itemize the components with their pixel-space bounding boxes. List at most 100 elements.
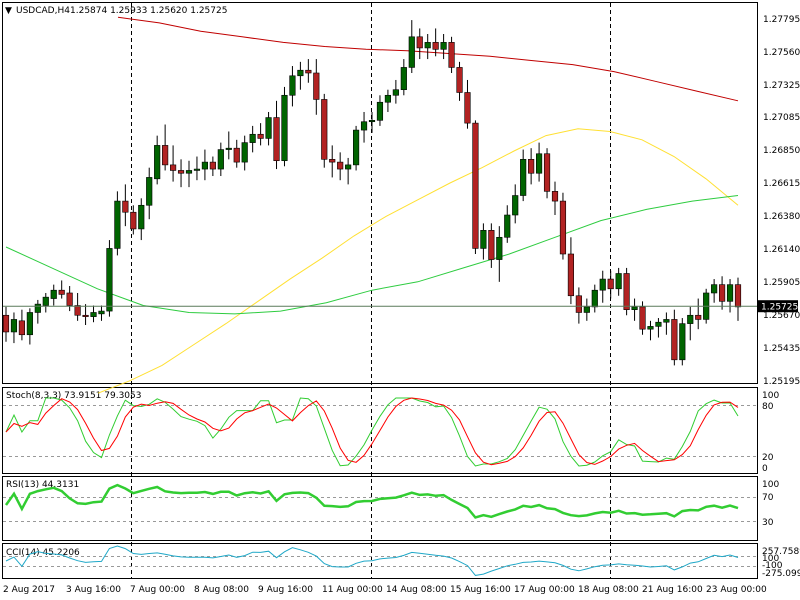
candle-body bbox=[400, 67, 407, 91]
candle-body bbox=[528, 159, 535, 174]
candle-body bbox=[520, 159, 527, 196]
candle-body bbox=[162, 145, 169, 166]
candle-body bbox=[249, 133, 256, 143]
rsi-tick: 30 bbox=[762, 518, 774, 528]
candle-body bbox=[631, 306, 638, 310]
candle-body bbox=[329, 159, 336, 163]
candle-body bbox=[90, 312, 97, 317]
time-tick: 18 Aug 08:00 bbox=[578, 585, 639, 595]
stoch-signal-line bbox=[5, 397, 739, 466]
candle-body bbox=[130, 211, 137, 230]
candle-body bbox=[726, 284, 734, 302]
stoch-label: Stoch(8,3,3) 73.9151 79.3053 bbox=[6, 391, 141, 401]
candle-body bbox=[695, 314, 702, 320]
candle-body bbox=[615, 273, 622, 290]
candle-body bbox=[607, 278, 614, 290]
candle-body bbox=[66, 292, 73, 306]
moving-average-yellow bbox=[97, 128, 739, 394]
time-tick: 3 Aug 16:00 bbox=[66, 585, 121, 595]
candle-body bbox=[82, 314, 89, 317]
stoch-tick: 100 bbox=[762, 391, 779, 401]
candle-body bbox=[734, 284, 742, 308]
price-tick: 1.25195 bbox=[763, 377, 800, 387]
stoch-main-line bbox=[5, 397, 739, 467]
candle-body bbox=[257, 133, 264, 139]
candle-body bbox=[337, 161, 344, 170]
candle-body bbox=[711, 284, 718, 294]
candle-body bbox=[265, 117, 272, 139]
time-tick: 11 Aug 00:00 bbox=[322, 585, 383, 595]
time-axis: 2 Aug 2017 3 Aug 16:00 7 Aug 00:00 8 Aug… bbox=[3, 585, 767, 595]
candle-body bbox=[2, 314, 10, 333]
candle-body bbox=[376, 101, 384, 121]
candle-body bbox=[464, 92, 471, 124]
candle-body bbox=[10, 319, 18, 333]
symbol-dropdown-icon[interactable]: ▼ bbox=[5, 6, 12, 16]
time-tick: 8 Aug 08:00 bbox=[194, 585, 249, 595]
candle-body bbox=[512, 195, 519, 216]
stoch-tick: 80 bbox=[762, 402, 774, 412]
time-tick: 14 Aug 08:00 bbox=[386, 585, 447, 595]
time-tick: 7 Aug 00:00 bbox=[130, 585, 185, 595]
candle-body bbox=[146, 177, 153, 206]
price-tick: 1.27560 bbox=[763, 48, 800, 58]
candle-body bbox=[34, 303, 41, 313]
time-tick: 21 Aug 16:00 bbox=[642, 585, 703, 595]
time-tick: 17 Aug 00:00 bbox=[514, 585, 575, 595]
cci-tick: -100 bbox=[762, 561, 783, 571]
candle-body bbox=[297, 69, 304, 77]
candle-body bbox=[201, 161, 208, 170]
candle-body bbox=[193, 168, 201, 171]
time-tick: 15 Aug 16:00 bbox=[450, 585, 511, 595]
candle-body bbox=[305, 69, 312, 74]
candle-body bbox=[241, 142, 248, 163]
candle-body bbox=[440, 42, 447, 50]
candle-body bbox=[225, 147, 232, 150]
time-tick: 9 Aug 16:00 bbox=[258, 585, 313, 595]
stoch-axis: 100 80 20 0 bbox=[762, 391, 779, 474]
candle-body bbox=[392, 89, 399, 96]
candle-body bbox=[353, 129, 360, 166]
candle-body bbox=[472, 122, 479, 249]
candle-body bbox=[639, 306, 646, 330]
time-tick: 2 Aug 2017 bbox=[3, 585, 55, 595]
price-tick: 1.26140 bbox=[763, 245, 800, 255]
candle-body bbox=[114, 200, 121, 249]
candle-body bbox=[488, 230, 495, 260]
candle-body bbox=[106, 248, 113, 312]
time-tick: 23 Aug 00:00 bbox=[706, 585, 767, 595]
candle-body bbox=[559, 200, 567, 255]
cci-line bbox=[5, 545, 739, 576]
candle-body bbox=[281, 94, 288, 162]
candle-body bbox=[74, 305, 81, 316]
candle-body bbox=[655, 321, 662, 327]
candle-body bbox=[591, 289, 598, 308]
candle-body bbox=[599, 278, 606, 291]
candle-body bbox=[432, 42, 439, 50]
price-axis: 1.27795 1.27560 1.27325 1.27085 1.26850 … bbox=[763, 15, 800, 387]
candle-body bbox=[345, 164, 352, 170]
price-tick: 1.26615 bbox=[763, 179, 800, 189]
candle-body bbox=[687, 314, 694, 324]
candle-body bbox=[671, 319, 678, 361]
symbol-label: USDCAD,H4 bbox=[16, 6, 70, 16]
price-tick: 1.27795 bbox=[763, 15, 800, 25]
cci-tick: 257.7589 bbox=[762, 547, 800, 557]
candle-body bbox=[368, 120, 376, 123]
cci-pane-frame bbox=[2, 543, 758, 579]
candle-body bbox=[185, 170, 193, 174]
candle-body bbox=[424, 42, 431, 49]
price-tick: 1.26380 bbox=[763, 212, 800, 222]
stoch-lines bbox=[5, 397, 739, 467]
candle-body bbox=[623, 273, 630, 310]
candle-body bbox=[496, 236, 503, 260]
candle-body bbox=[567, 253, 574, 297]
candle-body bbox=[321, 99, 328, 160]
price-tick: 1.25905 bbox=[763, 278, 800, 288]
cci-line bbox=[5, 545, 739, 576]
candle-body bbox=[575, 295, 582, 313]
candle-body bbox=[289, 75, 296, 96]
candle-body bbox=[416, 36, 423, 49]
